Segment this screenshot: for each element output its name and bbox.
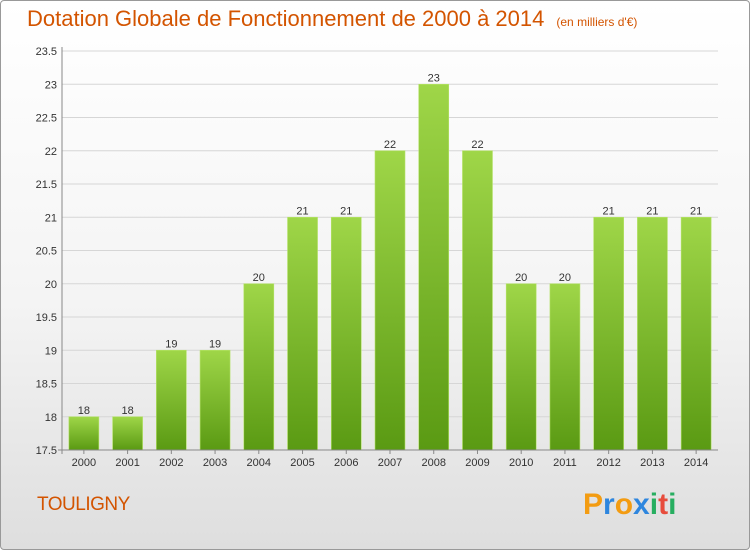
bar-2013: [637, 216, 668, 451]
bar-value-label: 19: [209, 338, 221, 350]
bar-2014: [680, 216, 712, 451]
y-tick-label: 21: [45, 212, 57, 224]
bar-2007: [374, 150, 406, 451]
logo-letter: o: [614, 488, 634, 521]
x-tick-label: 2013: [640, 457, 664, 469]
logo-letter: r: [603, 488, 615, 521]
bar-value-label: 22: [384, 139, 396, 151]
bar-2011: [549, 283, 581, 451]
x-tick-label: 2009: [465, 457, 489, 469]
bar-value-label: 20: [253, 272, 265, 284]
x-tick-label: 2007: [378, 457, 402, 469]
bar-2009: [462, 150, 493, 451]
bar-2010: [505, 283, 537, 451]
x-tick-label: 2008: [421, 457, 445, 469]
bar-2004: [243, 283, 275, 451]
x-tick-label: 2000: [72, 457, 96, 469]
bar-2008: [418, 83, 450, 451]
bar-2002: [156, 349, 187, 451]
bar-2001: [112, 416, 143, 451]
bar-value-label: 20: [559, 272, 571, 284]
chart-title: Dotation Globale de Fonctionnement de 20…: [27, 6, 545, 31]
y-tick-label: 18.5: [36, 379, 57, 391]
x-tick-label: 2002: [159, 457, 183, 469]
x-tick-label: 2014: [684, 457, 708, 469]
y-tick-label: 19.5: [36, 312, 57, 324]
bar-value-label: 21: [296, 205, 308, 217]
x-tick-label: 2006: [334, 457, 358, 469]
bar-2003: [199, 349, 231, 451]
bar-value-label: 18: [78, 405, 90, 417]
y-tick-label: 17.5: [36, 445, 57, 457]
commune-name: TOULIGNY: [37, 494, 130, 515]
chart-unit: (en milliers d'€): [556, 15, 638, 29]
y-tick-label: 23.5: [36, 46, 57, 58]
bar-value-label: 22: [471, 139, 483, 151]
x-tick-label: 2011: [553, 457, 577, 469]
y-tick-label: 22.5: [36, 113, 57, 125]
y-tick-label: 18: [45, 412, 57, 424]
x-tick-label: 2004: [247, 457, 271, 469]
y-tick-label: 23: [45, 79, 57, 91]
y-tick-label: 21.5: [36, 179, 57, 191]
bar-value-label: 21: [603, 205, 615, 217]
x-tick-label: 2005: [290, 457, 314, 469]
bar-value-label: 23: [428, 72, 440, 84]
y-tick-label: 22: [45, 146, 57, 158]
bar-2006: [330, 216, 362, 451]
logo-letter: i: [649, 488, 659, 521]
chart-title-block: Dotation Globale de Fonctionnement de 20…: [27, 6, 637, 32]
x-tick-label: 2010: [509, 457, 533, 469]
y-tick-label: 20.5: [36, 246, 57, 258]
bar-2012: [593, 216, 624, 451]
bar-2000: [68, 416, 100, 451]
x-tick-label: 2001: [115, 457, 139, 469]
bar-value-label: 21: [646, 205, 658, 217]
y-tick-label: 19: [45, 345, 57, 357]
proxiti-logo: Proxiti: [583, 488, 676, 522]
logo-letter: x: [633, 488, 650, 521]
bar-value-label: 20: [515, 272, 527, 284]
x-tick-label: 2012: [596, 457, 620, 469]
logo-letter: i: [668, 488, 677, 521]
bar-value-label: 21: [690, 205, 702, 217]
bar-2005: [287, 216, 318, 451]
bar-value-label: 18: [121, 405, 133, 417]
logo-letter: P: [583, 488, 604, 521]
bar-value-label: 21: [340, 205, 352, 217]
x-tick-label: 2003: [203, 457, 227, 469]
bar-value-label: 19: [165, 338, 177, 350]
logo-letter: t: [658, 488, 669, 521]
y-tick-label: 20: [45, 279, 57, 291]
